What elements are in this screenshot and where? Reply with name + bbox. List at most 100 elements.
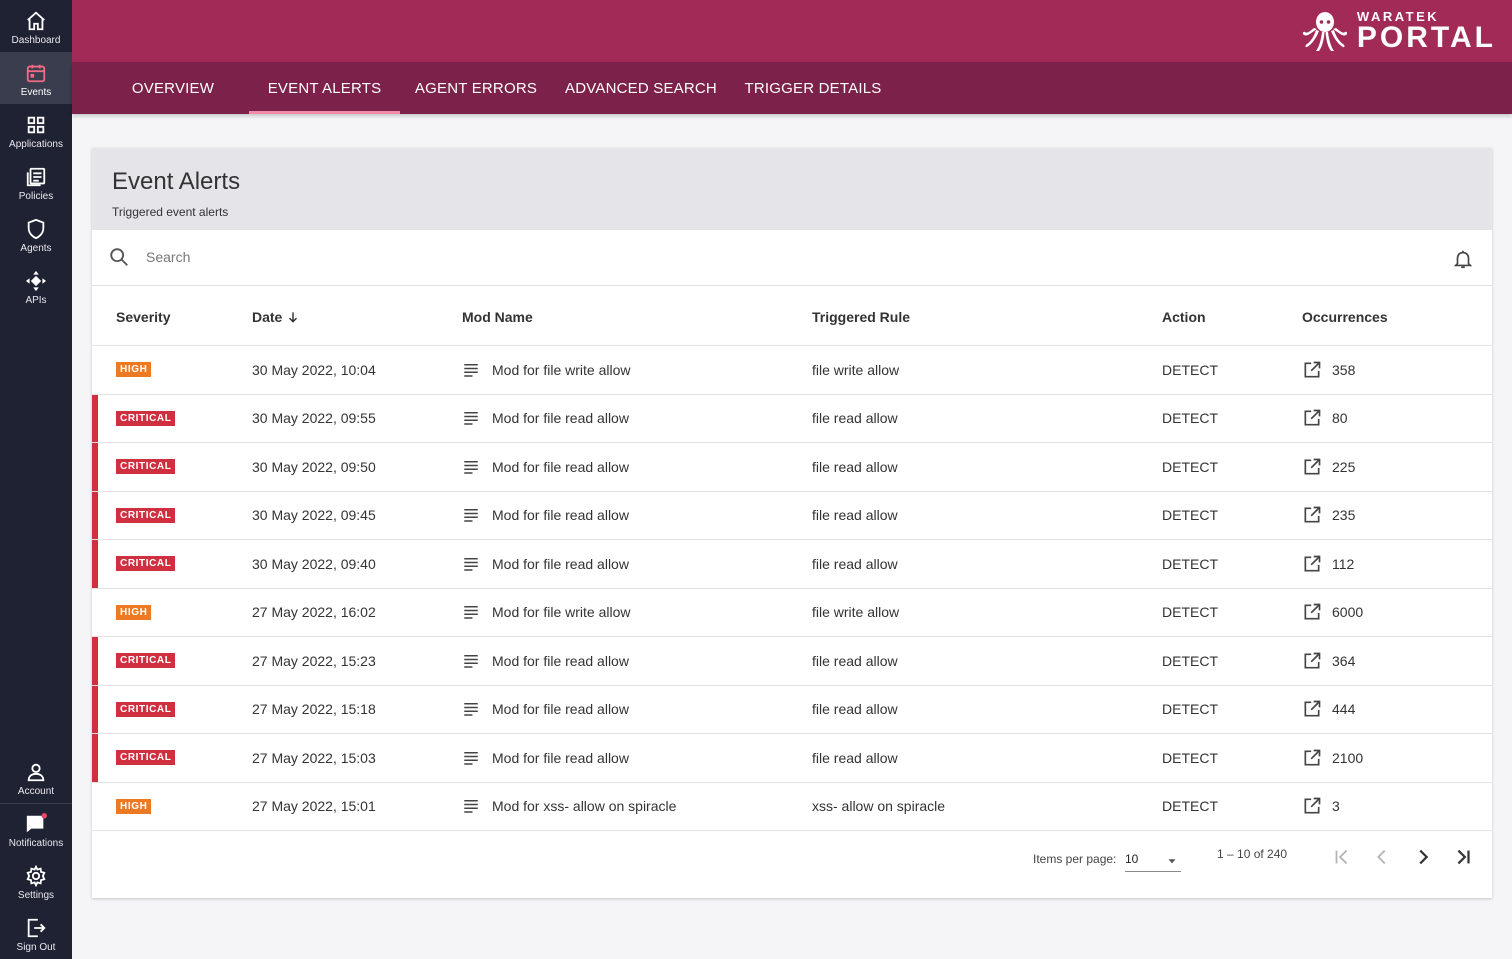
- table-row[interactable]: CRITICAL 30 May 2022, 09:40 Mod for file r…: [92, 540, 1492, 589]
- sidebar-item-events[interactable]: Events: [0, 52, 72, 104]
- open-in-new-icon[interactable]: [1302, 360, 1322, 380]
- occurrences-count: 2100: [1332, 749, 1364, 766]
- critical-indicator-bar: [92, 443, 98, 491]
- table-row[interactable]: CRITICAL 27 May 2022, 15:03 Mod for file r…: [92, 734, 1492, 783]
- items-per-page-select[interactable]: 10: [1125, 848, 1181, 872]
- tab-trigger-details[interactable]: TRIGGER DETAILS: [744, 79, 882, 97]
- chat-icon: [26, 813, 47, 833]
- sidebar-item-policies[interactable]: Policies: [0, 156, 72, 208]
- sidebar-item-agents[interactable]: Agents: [0, 208, 72, 260]
- open-in-new-icon[interactable]: [1302, 651, 1322, 671]
- home-icon: [27, 11, 45, 31]
- occurrences-cell: 225: [1302, 443, 1355, 491]
- action-cell: DETECT: [1162, 701, 1218, 718]
- mod-name-cell[interactable]: Mod for file read allow: [462, 395, 629, 443]
- mod-name-cell[interactable]: Mod for file read allow: [462, 686, 629, 734]
- occurrences-cell: 364: [1302, 637, 1355, 685]
- sidebar-item-account[interactable]: Account: [0, 751, 72, 803]
- tab-advanced-search[interactable]: ADVANCED SEARCH: [565, 79, 717, 97]
- critical-indicator-bar: [92, 394, 98, 442]
- next-page-button[interactable]: [1408, 842, 1438, 872]
- column-header-mod-name[interactable]: Mod Name: [462, 308, 533, 325]
- sidebar-item-label: Dashboard: [11, 35, 61, 46]
- critical-indicator-bar: [92, 491, 98, 539]
- severity-badge: CRITICAL: [116, 459, 176, 475]
- column-header-severity[interactable]: Severity: [116, 308, 171, 325]
- mod-name-cell[interactable]: Mod for file read allow: [462, 637, 629, 685]
- last-page-button[interactable]: [1448, 842, 1478, 872]
- sidebar-item-apis[interactable]: APIs: [0, 260, 72, 312]
- critical-indicator-bar: [92, 540, 98, 588]
- api-icon: [25, 270, 47, 292]
- search-input[interactable]: [146, 244, 1346, 270]
- table-row[interactable]: CRITICAL 27 May 2022, 15:23 Mod for file r…: [92, 637, 1492, 686]
- sidebar-divider: [0, 803, 72, 804]
- tab-agent-errors[interactable]: AGENT ERRORS: [414, 79, 538, 97]
- occurrences-count: 112: [1332, 555, 1355, 572]
- triggered-rule-cell: file read allow: [812, 749, 898, 766]
- open-in-new-icon[interactable]: [1302, 554, 1322, 574]
- column-header-occurrences[interactable]: Occurrences: [1302, 308, 1388, 325]
- open-in-new-icon[interactable]: [1302, 602, 1322, 622]
- previous-page-button[interactable]: [1367, 842, 1397, 872]
- table-row[interactable]: CRITICAL 30 May 2022, 09:50 Mod for file r…: [92, 443, 1492, 492]
- first-page-button[interactable]: [1327, 842, 1357, 872]
- sidebar-item-applications[interactable]: Applications: [0, 104, 72, 156]
- chevron-left-icon: [1377, 849, 1386, 865]
- column-header-date[interactable]: Date: [252, 287, 300, 346]
- triggered-rule-cell: file read allow: [812, 458, 898, 475]
- table-row[interactable]: CRITICAL 27 May 2022, 15:18 Mod for file r…: [92, 685, 1492, 734]
- table-row[interactable]: CRITICAL 30 May 2022, 09:55 Mod for file r…: [92, 394, 1492, 443]
- sidebar-item-settings[interactable]: Settings: [0, 855, 72, 907]
- column-header-action[interactable]: Action: [1162, 308, 1206, 325]
- open-in-new-icon[interactable]: [1302, 408, 1322, 428]
- mod-name-cell[interactable]: Mod for file read allow: [462, 734, 629, 782]
- mod-name-cell[interactable]: Mod for file read allow: [462, 540, 629, 588]
- open-in-new-icon[interactable]: [1302, 796, 1322, 816]
- brand-name-top: WARATEK: [1356, 9, 1440, 24]
- severity-badge: HIGH: [116, 798, 152, 814]
- mod-name-cell[interactable]: Mod for file write allow: [462, 589, 631, 637]
- open-in-new-icon[interactable]: [1302, 699, 1322, 719]
- notes-icon: [464, 751, 478, 765]
- occurrences-count: 235: [1332, 507, 1356, 524]
- mod-name-cell[interactable]: Mod for file read allow: [462, 492, 629, 540]
- table-row[interactable]: HIGH 30 May 2022, 10:04 Mod for file write…: [92, 346, 1492, 395]
- mod-name-cell[interactable]: Mod for xss- allow on spiracle: [462, 783, 676, 831]
- shield-icon: [27, 218, 45, 240]
- page-range-label: 1 – 10 of 240: [1217, 847, 1288, 861]
- mod-name-cell[interactable]: Mod for file write allow: [462, 346, 631, 394]
- table-row[interactable]: HIGH 27 May 2022, 16:02 Mod for file write…: [92, 589, 1492, 637]
- severity-cell: CRITICAL: [116, 540, 176, 588]
- tab-overview[interactable]: OVERVIEW: [131, 79, 215, 97]
- table-row[interactable]: CRITICAL 30 May 2022, 09:45 Mod for file r…: [92, 491, 1492, 540]
- open-in-new-icon[interactable]: [1302, 505, 1322, 525]
- occurrences-count: 6000: [1332, 604, 1364, 621]
- action-cell: DETECT: [1162, 458, 1218, 475]
- severity-badge: HIGH: [116, 604, 152, 620]
- action-cell: DETECT: [1162, 798, 1218, 815]
- mod-name-text: Mod for file write allow: [492, 361, 631, 378]
- open-in-new-icon[interactable]: [1302, 748, 1322, 768]
- mod-name-cell[interactable]: Mod for file read allow: [462, 443, 629, 491]
- triggered-rule-cell: file read allow: [812, 555, 898, 572]
- sidebar-item-dashboard[interactable]: Dashboard: [0, 0, 72, 52]
- open-in-new-icon[interactable]: [1302, 457, 1322, 477]
- action-cell: DETECT: [1162, 652, 1218, 669]
- column-header-triggered-rule[interactable]: Triggered Rule: [812, 308, 911, 325]
- bell-icon[interactable]: [1452, 248, 1474, 270]
- mod-name-text: Mod for file read allow: [492, 410, 629, 427]
- top-header: WARATEK PORTAL: [72, 0, 1512, 62]
- sidebar-item-notifications[interactable]: Notifications: [0, 803, 72, 855]
- items-per-page-value: 10: [1125, 852, 1139, 866]
- triggered-rule-cell: file write allow: [812, 361, 900, 378]
- sidebar-item-sign-out[interactable]: Sign Out: [0, 907, 72, 959]
- table-row[interactable]: HIGH 27 May 2022, 15:01 Mod for xss- allow…: [92, 783, 1492, 831]
- date-cell: 30 May 2022, 09:55: [252, 410, 376, 427]
- tab-event-alerts[interactable]: EVENT ALERTS: [249, 62, 400, 114]
- first-page-icon: [1335, 849, 1348, 865]
- triggered-rule-cell: file write allow: [812, 604, 900, 621]
- arrow-down-icon: [289, 311, 298, 323]
- date-cell: 30 May 2022, 10:04: [252, 361, 376, 378]
- brand-logo[interactable]: WARATEK PORTAL: [1301, 8, 1496, 54]
